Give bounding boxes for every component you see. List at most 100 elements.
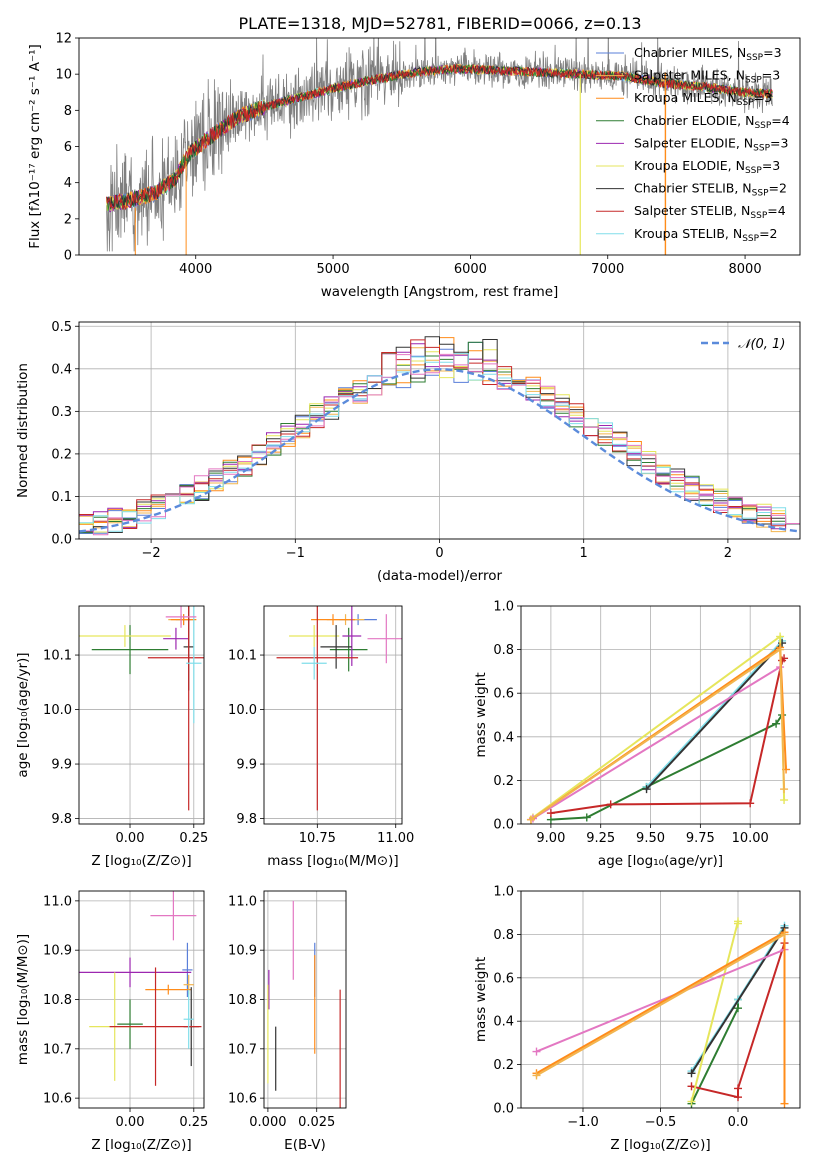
- observed-spectrum-line: [106, 38, 773, 252]
- data-point-errorbar: [276, 606, 359, 811]
- mass-weight-line: [532, 666, 781, 820]
- x-tick-label: 0.0: [728, 1115, 749, 1130]
- mass_weight_vs_age-panel: 9.00 9.25 9.50 9.75 10.00 0.0 0.2 0.4 0.6 0.8 1.0 a…: [473, 600, 801, 869]
- age_vs_Z-panel: 0.00 0.25 9.8 9.9 10.0 10.1 Z [log₁₀(Z/Z⊙)] age…: [15, 605, 208, 869]
- mass-weight-marker: [582, 813, 591, 822]
- mass-weight-line: [645, 642, 783, 790]
- x-axis-label: age [log₁₀(age/yr)]: [598, 853, 723, 869]
- x-tick-label: 8000: [729, 262, 762, 277]
- x-tick-label: 1: [580, 546, 588, 561]
- mass-weight-marker: [532, 1047, 541, 1056]
- mass-weight-marker: [776, 645, 785, 654]
- spectrum-legend: Chabrier MILES, NSSP=3 Salpeter MILES, NS…: [596, 45, 790, 244]
- mass-weight-line: [530, 647, 786, 821]
- y-tick-label: 4: [64, 176, 72, 191]
- data-point-errorbar: [79, 625, 171, 647]
- y-tick-label: 9.8: [51, 812, 72, 827]
- x-tick-label: −1: [286, 546, 305, 561]
- x-tick-label: 0.025: [298, 1115, 335, 1130]
- y-tick-label: 0.0: [493, 818, 514, 833]
- mass_vs_EBV-plot-area: [264, 891, 346, 1108]
- x-tick-label: 9.75: [686, 831, 715, 846]
- x-tick-label: 2: [724, 546, 732, 561]
- y-tick-label: 10.9: [228, 944, 257, 959]
- x-axis-label: Z [log₁₀(Z/Z⊙)]: [91, 853, 191, 869]
- mass-weight-marker: [687, 1082, 696, 1091]
- data-point-errorbar: [165, 606, 197, 628]
- y-tick-label: 0.2: [493, 1058, 514, 1073]
- spectrum-plot-area: [106, 38, 773, 255]
- x-axis-label: Z [log₁₀(Z/Z⊙)]: [91, 1137, 191, 1153]
- y-tick-label: 10.6: [43, 1092, 72, 1107]
- y-tick-label: 0: [64, 249, 72, 264]
- model-spectrum-line: [106, 63, 773, 211]
- y-tick-label: 0.4: [51, 362, 72, 377]
- y-tick-label: 9.8: [236, 812, 257, 827]
- data-point-errorbar: [342, 606, 362, 666]
- y-tick-label: 10.1: [228, 649, 257, 664]
- x-tick-label: 5000: [317, 262, 350, 277]
- axes-frame: [520, 605, 801, 825]
- mass-weight-marker: [780, 785, 789, 794]
- legend-label: Chabrier ELODIE, NSSP=4: [634, 113, 790, 131]
- y-tick-label: 10.0: [43, 703, 72, 718]
- x-tick-label: −0.5: [645, 1115, 677, 1130]
- age_vs_Z-plot-area: [79, 606, 204, 824]
- legend-label: Chabrier MILES, NSSP=3: [634, 45, 782, 63]
- data-point-errorbar: [183, 989, 194, 1049]
- x-tick-label: 9.50: [636, 831, 665, 846]
- y-axis-label: Normed distribution: [15, 363, 31, 498]
- data-point-errorbar: [91, 625, 169, 675]
- y-tick-label: 10.8: [43, 993, 72, 1008]
- y-tick-label: 0.8: [493, 928, 514, 943]
- y-tick-label: 0.5: [51, 320, 72, 335]
- legend-label: Salpeter MILES, NSSP=3: [634, 68, 780, 86]
- age_vs_mass-panel: 10.75 11.00 9.8 9.9 10.0 10.1 mass [log₁₀(M/M⊙…: [228, 605, 414, 869]
- x-tick-label: 0.00: [116, 831, 145, 846]
- y-tick-label: 1.0: [493, 600, 514, 615]
- y-tick-label: 6: [64, 140, 72, 155]
- y-tick-label: 10: [55, 68, 72, 83]
- data-point-errorbar: [301, 646, 327, 680]
- y-tick-label: 0.1: [51, 490, 72, 505]
- mass-weight-marker: [734, 1084, 742, 1093]
- residual-histogram: [79, 353, 800, 539]
- mass-weight-marker: [734, 919, 742, 928]
- legend-label: Salpeter STELIB, NSSP=4: [634, 203, 786, 221]
- data-point-errorbar: [170, 614, 197, 626]
- data-point-errorbar: [150, 891, 197, 941]
- axes-frame: [520, 890, 801, 1109]
- mass-weight-line: [536, 948, 785, 1053]
- y-tick-label: 10.9: [43, 944, 72, 959]
- spectrum-panel: 4000 5000 6000 7000 8000 0 2 4 6 8 10 12 wavelength …: [27, 32, 801, 300]
- legend-label: Kroupa ELODIE, NSSP=3: [634, 158, 780, 176]
- mass-weight-marker: [526, 815, 535, 824]
- y-tick-label: 10.6: [228, 1092, 257, 1107]
- data-point-errorbar: [367, 614, 402, 664]
- axes-frame: [78, 890, 205, 1109]
- x-tick-label: 0.000: [249, 1115, 286, 1130]
- x-tick-label: −1.0: [567, 1115, 599, 1130]
- data-point-errorbar: [186, 606, 202, 724]
- mass-weight-marker: [746, 799, 755, 808]
- mass_weight_vs_Z-panel: −1.0 −0.5 0.0 0.0 0.2 0.4 0.6 0.8 1.0 Z [log₁₀(Z/…: [473, 885, 801, 1153]
- y-tick-label: 11.0: [228, 894, 257, 909]
- mass-weight-marker: [734, 1093, 742, 1102]
- data-point-errorbar: [109, 967, 202, 1086]
- data-point-errorbar: [117, 999, 143, 1049]
- data-point-errorbar: [145, 984, 192, 995]
- x-axis-label: (data-model)/error: [377, 568, 503, 584]
- y-tick-label: 10.0: [228, 703, 257, 718]
- y-axis-label: mass weight: [473, 672, 489, 757]
- x-tick-label: 4000: [179, 262, 212, 277]
- y-tick-label: 10.7: [228, 1042, 257, 1057]
- y-tick-label: 1.0: [493, 885, 514, 900]
- mass-weight-line: [536, 933, 785, 1077]
- y-axis-label: mass weight: [473, 957, 489, 1042]
- data-point-errorbar: [329, 627, 368, 672]
- mass-weight-marker: [642, 785, 651, 794]
- y-tick-label: 0.2: [493, 774, 514, 789]
- mass-weight-marker: [780, 796, 789, 805]
- y-tick-label: 0.4: [493, 1015, 514, 1030]
